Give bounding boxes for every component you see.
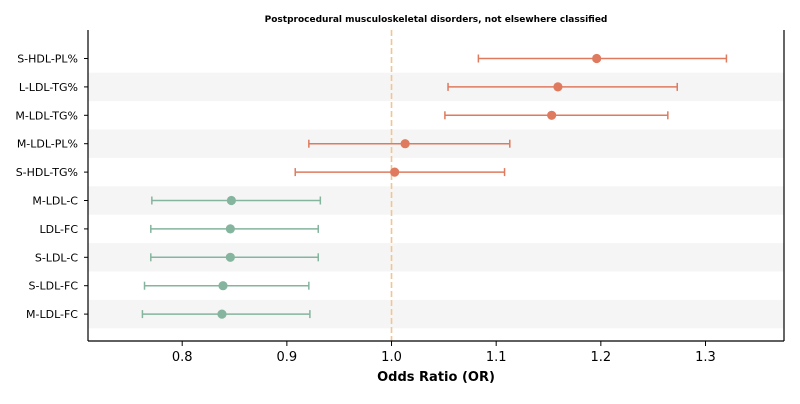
category-label: M-LDL-PL% <box>17 138 78 151</box>
category-label: S-LDL-FC <box>29 280 79 293</box>
x-axis-label: Odds Ratio (OR) <box>377 370 495 385</box>
x-axis: 0.8 0.9 1.0 1.1 1.2 1.3 <box>87 30 785 365</box>
forest-row <box>308 139 511 149</box>
category-label: M-LDL-C <box>32 195 78 208</box>
forest-row <box>151 195 322 206</box>
odds-ratio-point <box>217 309 227 319</box>
odds-ratio-point <box>225 252 235 262</box>
x-tick-label: 0.9 <box>277 350 298 365</box>
forest-row <box>444 110 669 120</box>
odds-ratio-point <box>218 281 228 291</box>
x-tick-label: 1.0 <box>381 350 402 365</box>
forest-row <box>141 309 311 319</box>
odds-ratio-point <box>226 195 236 206</box>
row-band <box>88 72 784 102</box>
odds-ratio-point <box>553 82 563 92</box>
category-label: S-LDL-C <box>35 251 78 264</box>
odds-ratio-point <box>400 139 410 149</box>
category-label: LDL-FC <box>39 223 78 236</box>
forest-row <box>150 224 320 234</box>
data-marks <box>141 53 728 319</box>
x-tick-label: 1.2 <box>590 350 611 365</box>
odds-ratio-point <box>390 167 400 177</box>
category-label: L-LDL-TG% <box>19 81 78 94</box>
x-tick-label: 1.1 <box>486 350 507 365</box>
x-tick-label: 0.8 <box>172 350 193 365</box>
category-label: S-HDL-TG% <box>16 166 78 179</box>
forest-row <box>150 252 320 262</box>
forest-row <box>294 167 506 177</box>
forest-row <box>143 281 310 291</box>
x-tick-label: 1.3 <box>695 350 716 365</box>
odds-ratio-point <box>547 110 557 120</box>
category-label: M-LDL-FC <box>26 308 78 321</box>
category-label: M-LDL-TG% <box>15 109 78 122</box>
odds-ratio-point <box>592 53 602 64</box>
odds-ratio-point <box>225 224 235 234</box>
forest-row <box>447 82 678 92</box>
category-label: S-HDL-PL% <box>17 53 78 66</box>
forest-row <box>477 53 728 64</box>
chart-title: Postprocedural musculoskeletal disorders… <box>265 15 608 25</box>
y-axis-labels: S-HDL-PL% L-LDL-TG% M-LDL-TG% M-LDL-PL% S-HD… <box>15 53 88 321</box>
